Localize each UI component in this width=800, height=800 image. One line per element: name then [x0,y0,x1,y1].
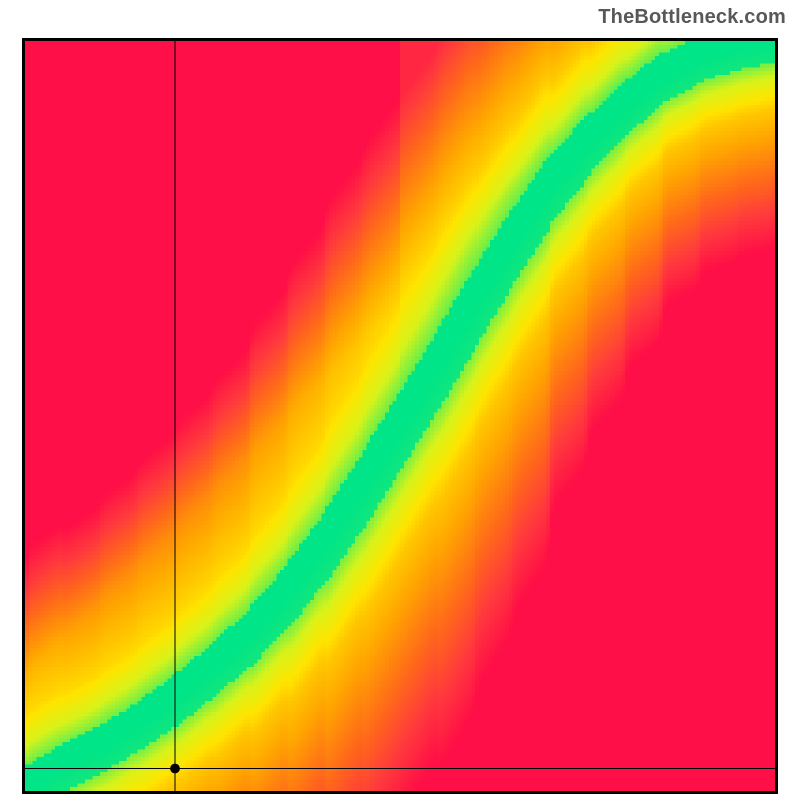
chart-container: TheBottleneck.com [0,0,800,800]
heatmap-canvas [25,41,775,791]
bottleneck-heatmap [22,38,778,794]
watermark-label: TheBottleneck.com [598,6,786,29]
